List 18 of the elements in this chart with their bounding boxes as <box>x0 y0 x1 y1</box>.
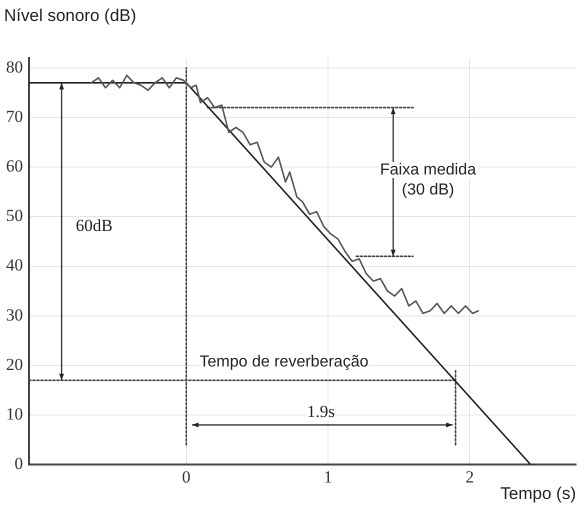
y-tick-label: 10 <box>6 404 23 424</box>
y-tick-label: 70 <box>6 106 23 126</box>
annotation: Faixa medida (30 dB) <box>380 161 476 198</box>
annotation: Tempo de reverberação <box>200 353 369 370</box>
y-tick-label: 20 <box>6 354 23 374</box>
y-tick-label: 50 <box>6 206 23 226</box>
x-axis-title: Tempo (s) <box>500 484 576 504</box>
y-tick-label: 80 <box>6 57 23 76</box>
y-tick-label: 40 <box>6 256 23 275</box>
y-tick-label: 60 <box>6 156 23 176</box>
x-tick-label: 0 <box>182 467 191 486</box>
x-tick-label: 1 <box>324 467 332 486</box>
y-axis-title: Nível sonoro (dB) <box>4 6 136 26</box>
annotation: 60dB <box>76 216 113 236</box>
annotation: 1.9s <box>306 402 335 422</box>
y-tick-label: 0 <box>14 454 23 474</box>
x-tick-label: 2 <box>465 467 474 486</box>
y-tick-label: 30 <box>6 305 23 324</box>
